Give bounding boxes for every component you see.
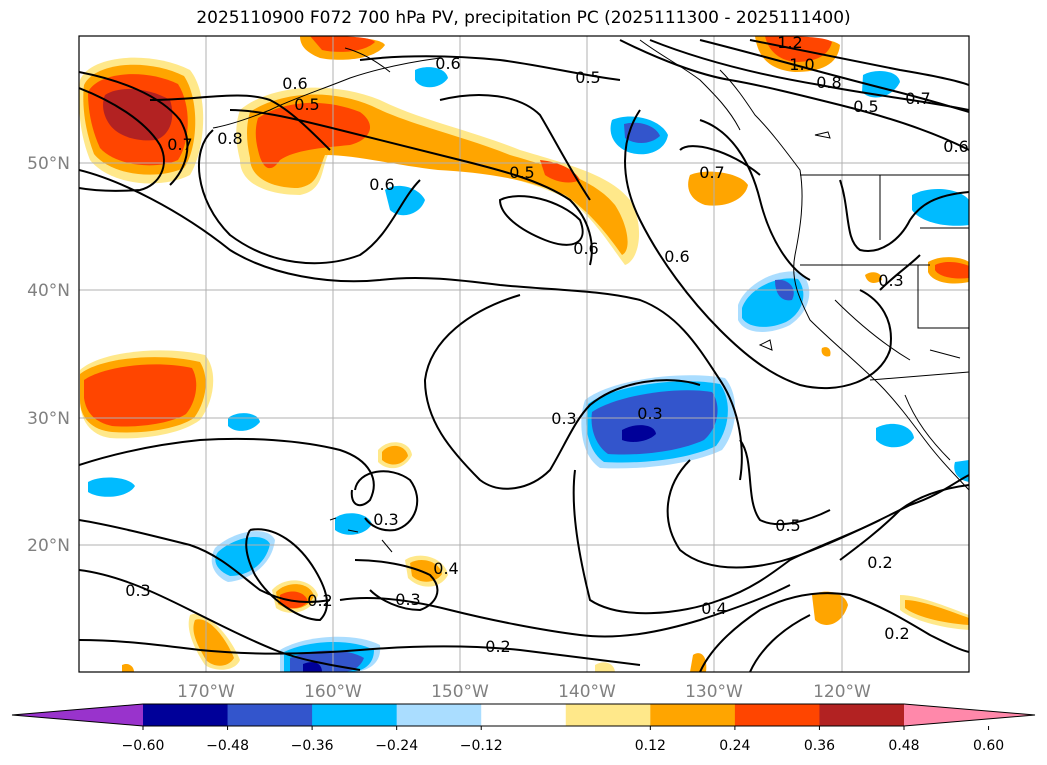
- contour-label: 0.5: [853, 97, 878, 116]
- colorbar-tick-label: 0.60: [973, 738, 1004, 754]
- colorbar-tick-label: 0.48: [888, 738, 919, 754]
- contour-label: 0.3: [637, 404, 662, 423]
- gridlines: [79, 36, 969, 672]
- contour-label: 0.3: [373, 510, 398, 529]
- lon-label: 160°W: [304, 682, 362, 702]
- colorbar-tick-label: 0.12: [635, 738, 666, 754]
- coastlines: [212, 39, 969, 553]
- lat-axis: 50°N 40°N 30°N 20°N: [27, 154, 70, 556]
- contour-label: 0.2: [307, 591, 332, 610]
- contour-label: 0.6: [282, 74, 307, 93]
- colorbar-swatch: [312, 704, 398, 726]
- contour-label: 0.5: [294, 95, 319, 114]
- contour-label: 0.5: [575, 68, 600, 87]
- colorbar-swatch: [396, 704, 482, 726]
- contour-label: 0.8: [816, 73, 841, 92]
- lon-label: 170°W: [177, 682, 235, 702]
- contour-label: 0.3: [878, 271, 903, 290]
- contour-label: 1.0: [789, 55, 814, 74]
- colorbar-swatch: [734, 704, 820, 726]
- contour-label: 0.4: [433, 559, 458, 578]
- colorbar-extend-high: [904, 704, 1035, 726]
- contour-label: 0.6: [369, 175, 394, 194]
- lat-label: 30°N: [27, 409, 70, 429]
- lon-label: 120°W: [813, 682, 871, 702]
- colorbar-tick-label: 0.24: [719, 738, 750, 754]
- contour-label: 1.2: [777, 33, 802, 52]
- lon-label: 150°W: [431, 682, 489, 702]
- contour-label: 0.3: [125, 581, 150, 600]
- lon-axis: 170°W 160°W 150°W 140°W 130°W 120°W: [177, 682, 871, 702]
- lat-label: 40°N: [27, 281, 70, 301]
- contour-label: 0.2: [884, 624, 909, 643]
- colorbar-swatch: [481, 704, 567, 726]
- colorbar-tick-label: −0.60: [122, 738, 165, 754]
- colorbar-swatch: [143, 704, 229, 726]
- colorbar-tick-label: 0.36: [804, 738, 835, 754]
- contour-label: 0.8: [217, 129, 242, 148]
- contour-labels: 1.2 1.0 0.8 0.7 0.6 0.5 0.8 0.7 0.6 0.6 …: [125, 33, 968, 656]
- shade-small-positives: [122, 257, 969, 672]
- contour-label: 0.2: [485, 637, 510, 656]
- contour-label: 0.6: [943, 137, 968, 156]
- colorbar: −0.60 −0.48 −0.36 −0.24 −0.12 0.12 0.24 0.36 0.4…: [11, 703, 1036, 754]
- colorbar-swatch: [650, 704, 736, 726]
- shade-blob-nw: [79, 57, 204, 184]
- colorbar-swatch: [565, 704, 651, 726]
- colorbar-tick-label: −0.12: [460, 738, 503, 754]
- map-title: 2025110900 F072 700 hPa PV, precipitatio…: [196, 8, 851, 28]
- map-frame: [78, 35, 970, 673]
- contour-label: 0.7: [699, 163, 724, 182]
- precip-shading: [79, 36, 969, 672]
- pv-contours: [79, 39, 969, 672]
- colorbar-swatch: [227, 704, 313, 726]
- contour-label: 0.5: [509, 163, 534, 182]
- lat-label: 50°N: [27, 154, 70, 174]
- shade-blob-neg-center: [581, 375, 736, 469]
- lon-label: 130°W: [685, 682, 743, 702]
- contour-label: 0.5: [775, 516, 800, 535]
- lon-label: 140°W: [558, 682, 616, 702]
- colorbar-swatch: [819, 704, 905, 726]
- contour-label: 0.6: [573, 239, 598, 258]
- contour-label: 0.6: [435, 54, 460, 73]
- colorbar-tick-label: −0.24: [375, 738, 418, 754]
- contour-label: 0.2: [867, 553, 892, 572]
- shade-blob-w30: [80, 350, 214, 439]
- contour-label: 0.4: [701, 599, 726, 618]
- colorbar-extend-low: [12, 704, 143, 726]
- colorbar-tick-label: −0.36: [291, 738, 334, 754]
- colorbar-tick-label: −0.48: [206, 738, 249, 754]
- contour-label: 0.7: [905, 89, 930, 108]
- lat-label: 20°N: [27, 536, 70, 556]
- contour-label: 0.7: [167, 135, 192, 154]
- contour-label: 0.3: [551, 409, 576, 428]
- shade-band-aleutian: [236, 36, 640, 265]
- contour-label: 0.3: [395, 590, 420, 609]
- contour-label: 0.6: [664, 247, 689, 266]
